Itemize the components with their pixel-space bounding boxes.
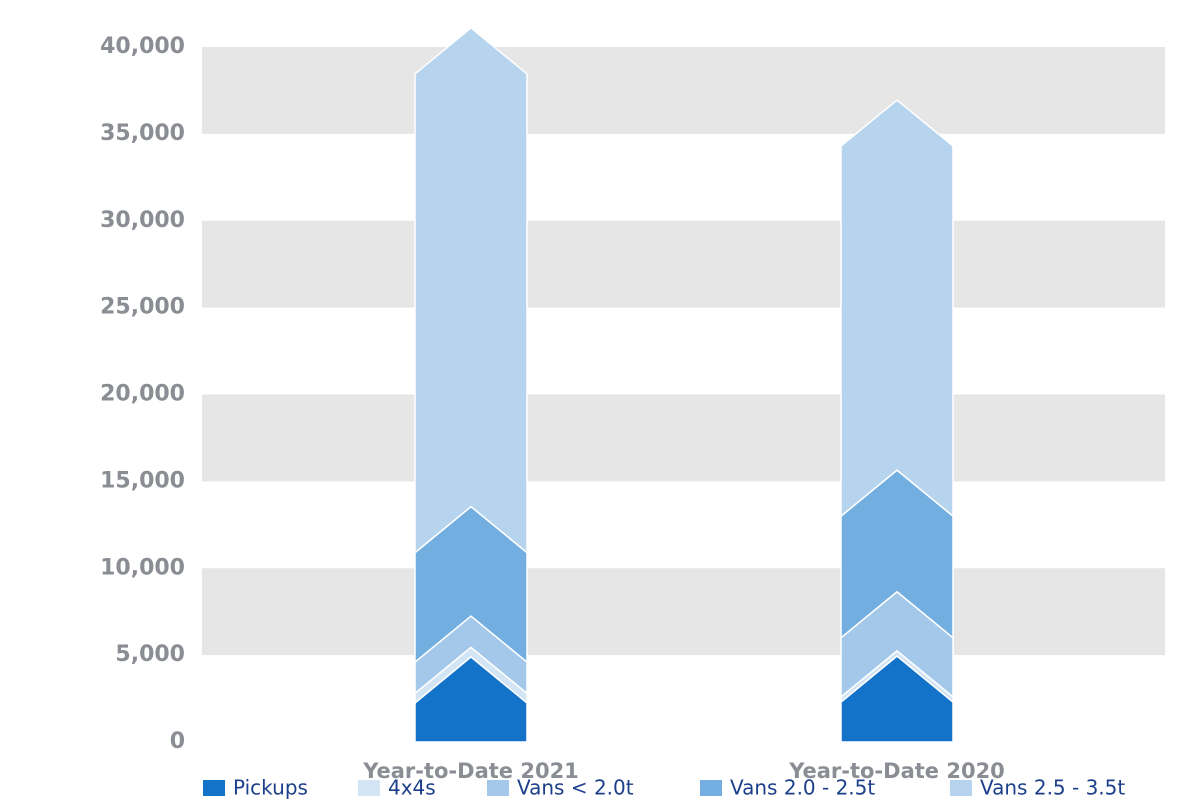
grid-band xyxy=(202,47,1165,134)
legend-label: Vans 2.5 - 3.5t xyxy=(980,776,1125,800)
legend-label: Vans 2.0 - 2.5t xyxy=(730,776,875,800)
legend-swatch xyxy=(203,780,225,796)
y-tick-label: 20,000 xyxy=(100,382,185,407)
y-tick-label: 5,000 xyxy=(115,642,185,667)
legend-swatch xyxy=(700,780,722,796)
grid-band xyxy=(202,220,1165,308)
x-tick-label: Year-to-Date 2021 xyxy=(362,759,579,783)
legend-label: Vans < 2.0t xyxy=(517,776,634,800)
y-tick-label: 0 xyxy=(170,729,185,754)
y-tick-label: 35,000 xyxy=(100,121,185,146)
bar-segment xyxy=(840,99,954,518)
y-tick-label: 30,000 xyxy=(100,208,185,233)
grid-band xyxy=(202,568,1165,656)
bar-segment xyxy=(414,26,528,555)
legend-swatch xyxy=(358,780,380,796)
y-tick-label: 15,000 xyxy=(100,468,185,493)
x-tick-label: Year-to-Date 2020 xyxy=(788,759,1005,783)
legend-swatch xyxy=(487,780,509,796)
y-tick-label: 10,000 xyxy=(100,555,185,580)
y-tick-label: 25,000 xyxy=(100,295,185,320)
legend-label: 4x4s xyxy=(388,776,436,800)
legend-swatch xyxy=(950,780,972,796)
legend-label: Pickups xyxy=(233,776,308,800)
grid-band xyxy=(202,394,1165,482)
y-tick-label: 40,000 xyxy=(100,34,185,59)
